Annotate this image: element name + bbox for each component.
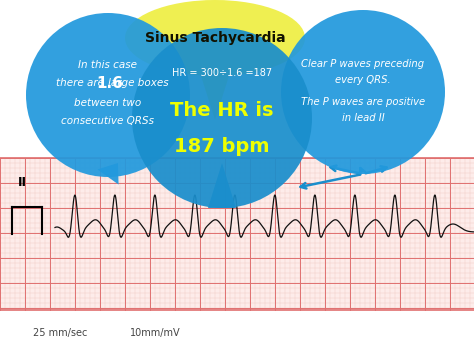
Text: Sinus Tachycardia: Sinus Tachycardia: [145, 31, 285, 45]
FancyBboxPatch shape: [0, 158, 474, 310]
Text: every QRS.: every QRS.: [335, 75, 391, 85]
Text: HR = 300÷1.6 =187: HR = 300÷1.6 =187: [172, 68, 272, 78]
Polygon shape: [98, 163, 118, 185]
Polygon shape: [208, 163, 236, 208]
Text: there are: there are: [56, 78, 104, 88]
Polygon shape: [201, 76, 229, 120]
Text: 187 bpm: 187 bpm: [174, 137, 270, 155]
Text: Clear P waves preceding: Clear P waves preceding: [301, 59, 425, 69]
Text: II: II: [18, 176, 27, 190]
Ellipse shape: [26, 13, 190, 177]
Text: 1.6: 1.6: [97, 75, 123, 91]
Text: between two: between two: [74, 98, 142, 108]
Text: The P waves are positive: The P waves are positive: [301, 97, 425, 107]
Text: consecutive QRSs: consecutive QRSs: [62, 116, 155, 126]
Ellipse shape: [125, 0, 305, 76]
Ellipse shape: [132, 28, 312, 208]
Text: in lead II: in lead II: [342, 113, 384, 123]
Text: 10mm/mV: 10mm/mV: [130, 328, 180, 338]
Text: In this case: In this case: [79, 60, 137, 70]
Text: large boxes: large boxes: [108, 78, 168, 88]
Text: The HR is: The HR is: [170, 100, 274, 120]
Text: 25 mm/sec: 25 mm/sec: [33, 328, 87, 338]
Ellipse shape: [281, 10, 445, 174]
